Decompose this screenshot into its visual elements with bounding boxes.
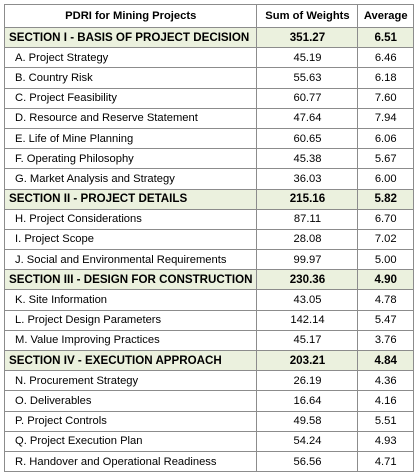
section-average: 6.51 — [357, 26, 414, 49]
item-label: E. Life of Mine Planning — [3, 127, 258, 150]
section-sum: 203.21 — [256, 349, 359, 372]
item-sum: 45.38 — [256, 148, 359, 170]
item-average: 6.46 — [357, 47, 414, 69]
item-row: R. Handover and Operational Readiness 56.… — [3, 450, 414, 472]
item-sum: 28.08 — [256, 228, 359, 251]
item-sum: 45.17 — [256, 329, 359, 352]
item-row: C. Project Feasibility 60.77 7.60 — [3, 87, 414, 109]
item-row: N. Procurement Strategy 26.19 4.36 — [3, 370, 414, 392]
item-label: F. Operating Philosophy — [3, 148, 258, 170]
item-row: B. Country Risk 55.63 6.18 — [3, 67, 414, 89]
item-average: 5.67 — [357, 148, 414, 170]
section-row: SECTION II - PROJECT DETAILS 215.16 5.82 — [3, 188, 414, 210]
item-label: M. Value Improving Practices — [3, 329, 258, 352]
item-sum: 142.14 — [256, 309, 359, 331]
section-row: SECTION I - BASIS OF PROJECT DECISION 351… — [3, 26, 414, 49]
item-row: O. Deliverables 16.64 4.16 — [3, 390, 414, 412]
item-label: Q. Project Execution Plan — [3, 430, 258, 452]
item-sum: 45.19 — [256, 47, 359, 69]
item-sum: 54.24 — [256, 430, 359, 452]
section-average: 4.90 — [357, 269, 414, 291]
section-row: SECTION III - DESIGN FOR CONSTRUCTION 230… — [3, 269, 414, 291]
item-average: 5.47 — [357, 309, 414, 331]
item-average: 6.18 — [357, 67, 414, 89]
item-row: P. Project Controls 49.58 5.51 — [3, 410, 414, 432]
section-sum: 351.27 — [256, 26, 359, 49]
item-row: L. Project Design Parameters 142.14 5.47 — [3, 309, 414, 331]
item-sum: 43.05 — [256, 289, 359, 311]
item-row: Q. Project Execution Plan 54.24 4.93 — [3, 430, 414, 452]
item-label: B. Country Risk — [3, 67, 258, 89]
item-average: 6.06 — [357, 127, 414, 150]
item-average: 3.76 — [357, 329, 414, 352]
item-row: M. Value Improving Practices 45.17 3.76 — [3, 329, 414, 352]
item-label: L. Project Design Parameters — [3, 309, 258, 331]
item-label: G. Market Analysis and Strategy — [3, 168, 258, 190]
item-sum: 99.97 — [256, 249, 359, 271]
item-average: 4.16 — [357, 390, 414, 412]
item-sum: 47.64 — [256, 107, 359, 129]
item-average: 7.02 — [357, 228, 414, 251]
item-label: N. Procurement Strategy — [3, 370, 258, 392]
header-pdri: PDRI for Mining Projects — [3, 4, 258, 28]
item-row: G. Market Analysis and Strategy 36.03 6.00 — [3, 168, 414, 190]
item-label: C. Project Feasibility — [3, 87, 258, 109]
section-average: 4.84 — [357, 349, 414, 372]
item-average: 4.78 — [357, 289, 414, 311]
item-sum: 36.03 — [256, 168, 359, 190]
item-sum: 26.19 — [256, 370, 359, 392]
item-sum: 55.63 — [256, 67, 359, 89]
section-title: SECTION II - PROJECT DETAILS — [3, 188, 258, 210]
item-average: 6.00 — [357, 168, 414, 190]
item-sum: 87.11 — [256, 208, 359, 230]
section-sum: 230.36 — [256, 269, 359, 291]
item-label: R. Handover and Operational Readiness — [3, 450, 258, 472]
item-average: 7.60 — [357, 87, 414, 109]
item-average: 7.94 — [357, 107, 414, 129]
section-row: SECTION IV - EXECUTION APPROACH 203.21 4.8… — [3, 349, 414, 372]
section-average: 5.82 — [357, 188, 414, 210]
item-sum: 60.77 — [256, 87, 359, 109]
item-average: 4.93 — [357, 430, 414, 452]
item-sum: 49.58 — [256, 410, 359, 432]
item-row: A. Project Strategy 45.19 6.46 — [3, 47, 414, 69]
section-title: SECTION III - DESIGN FOR CONSTRUCTION — [3, 269, 258, 291]
item-label: D. Resource and Reserve Statement — [3, 107, 258, 129]
section-title: SECTION IV - EXECUTION APPROACH — [3, 349, 258, 372]
item-average: 4.36 — [357, 370, 414, 392]
item-average: 4.71 — [357, 450, 414, 472]
header-sum-of-weights: Sum of Weights — [256, 4, 359, 28]
item-row: J. Social and Environmental Requirements… — [3, 249, 414, 271]
item-label: I. Project Scope — [3, 228, 258, 251]
item-average: 5.00 — [357, 249, 414, 271]
item-label: A. Project Strategy — [3, 47, 258, 69]
pdri-table: PDRI for Mining Projects Sum of Weights … — [3, 4, 414, 472]
item-average: 6.70 — [357, 208, 414, 230]
item-average: 5.51 — [357, 410, 414, 432]
item-sum: 56.56 — [256, 450, 359, 472]
item-row: E. Life of Mine Planning 60.65 6.06 — [3, 127, 414, 150]
item-label: H. Project Considerations — [3, 208, 258, 230]
item-sum: 60.65 — [256, 127, 359, 150]
item-row: K. Site Information 43.05 4.78 — [3, 289, 414, 311]
item-row: D. Resource and Reserve Statement 47.64 7.… — [3, 107, 414, 129]
item-row: F. Operating Philosophy 45.38 5.67 — [3, 148, 414, 170]
item-sum: 16.64 — [256, 390, 359, 412]
item-label: P. Project Controls — [3, 410, 258, 432]
item-row: I. Project Scope 28.08 7.02 — [3, 228, 414, 251]
header-row: PDRI for Mining Projects Sum of Weights … — [3, 4, 414, 28]
pdri-table-container: PDRI for Mining Projects Sum of Weights … — [3, 4, 414, 472]
section-title: SECTION I - BASIS OF PROJECT DECISION — [3, 26, 258, 49]
section-sum: 215.16 — [256, 188, 359, 210]
item-row: H. Project Considerations 87.11 6.70 — [3, 208, 414, 230]
item-label: K. Site Information — [3, 289, 258, 311]
header-average: Average — [357, 4, 414, 28]
item-label: J. Social and Environmental Requirements — [3, 249, 258, 271]
item-label: O. Deliverables — [3, 390, 258, 412]
